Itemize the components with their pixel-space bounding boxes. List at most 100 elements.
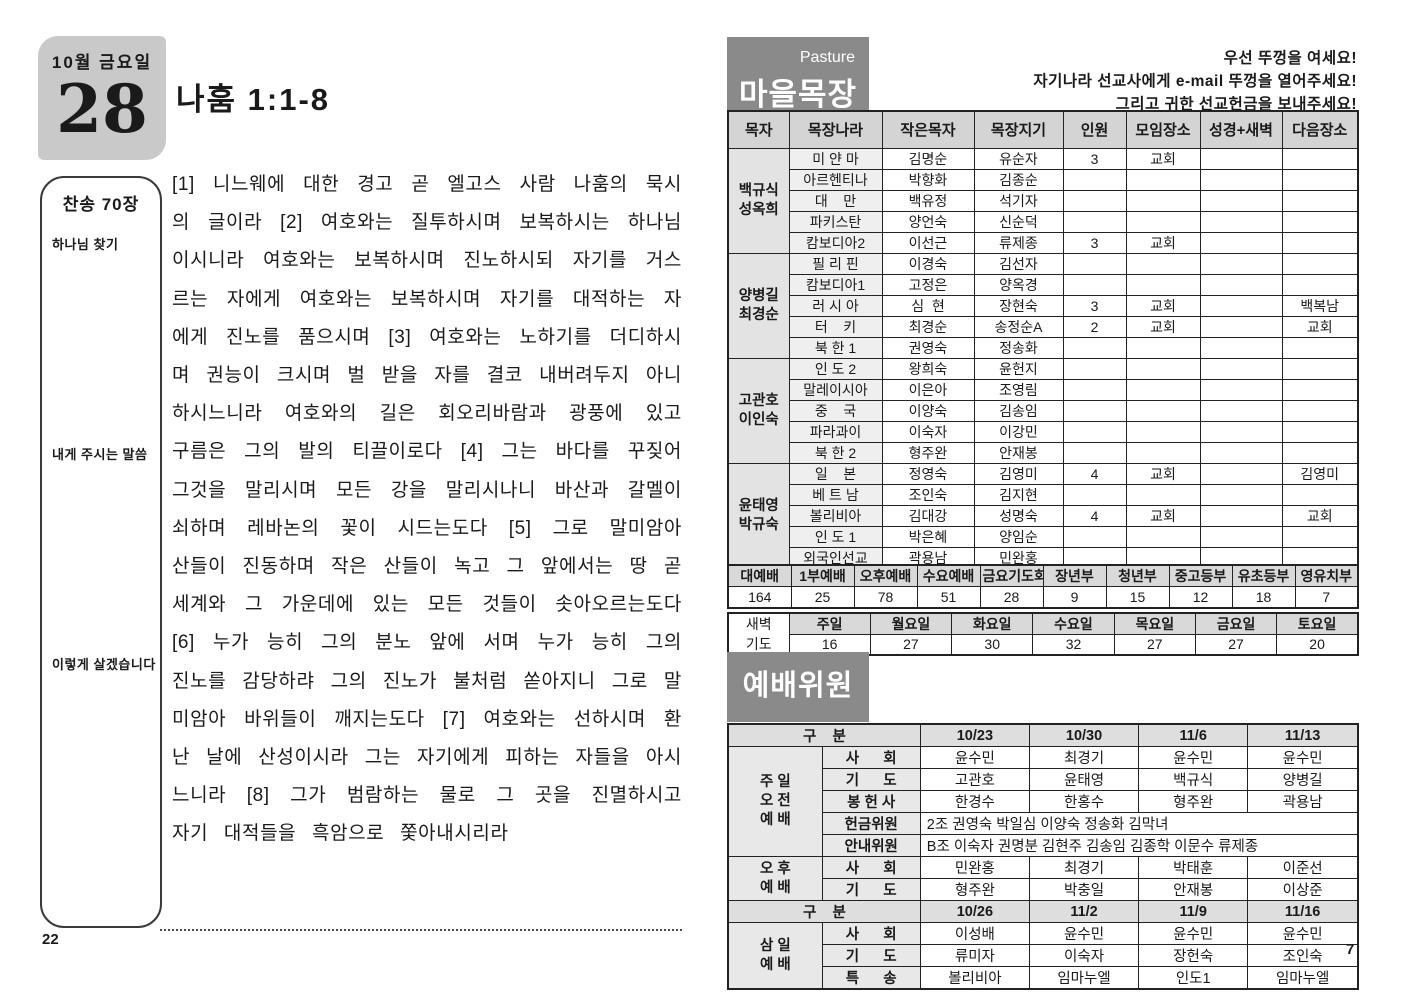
member-count-cell [1062,210,1127,233]
dawn-label-line: 새벽 [745,615,772,632]
sidebar-item-word-given: 내게 주시는 말씀 [52,447,148,462]
next-place-cell: 김영미 [1281,462,1359,485]
meeting-place-cell [1125,378,1201,401]
worship-title: 예배위원 [742,670,854,702]
worship-role-cell: 특 송 [821,966,921,990]
page-number-right: 7 [1346,941,1355,958]
worship-role-cell: 안내위원 [821,834,921,857]
worship-person-cell: 한홍수 [1028,790,1140,813]
meeting-place-cell [1125,210,1201,233]
pasture-country-cell: 대 만 [788,189,883,212]
pasture-country-cell: 캄보디아2 [788,231,883,254]
member-count-cell: 3 [1062,294,1127,317]
member-count-cell [1062,357,1127,380]
pasture-country-cell: 아르헨티나 [788,168,883,191]
meeting-place-cell: 교회 [1125,294,1201,317]
pasture-country-cell: 일 본 [788,462,883,485]
member-count-cell [1062,420,1127,443]
service-label-line: 오 전 [759,793,791,809]
next-place-cell [1281,399,1359,422]
worship-person-cell: 고관호 [919,768,1030,791]
worship-person-cell: 양병길 [1247,768,1359,791]
next-place-cell [1281,210,1359,233]
pasture-row: 파키스탄 양언숙 신순덕 [728,210,1359,233]
small-shepherd-cell: 최경순 [881,315,975,338]
worship-date-cell: 10/23 [919,723,1030,747]
pasture-keeper-cell: 조영림 [973,378,1064,401]
attendance-header-cell: 장년부 [1042,564,1107,587]
member-count-cell [1062,483,1127,506]
worship-person-cell: 윤수민 [1138,746,1249,769]
pasture-country-cell: 말레이시아 [788,378,883,401]
pasture-row: 대 만 백유정 석기자 [728,189,1359,212]
shepherd-name: 고관호 [738,392,779,409]
pasture-table: 목자 목장나라 작은목자 목장지기 인원 모임장소 성경+새벽 다음장소 백규식 성옥희 미 얀 … [727,110,1359,570]
dawn-day-header: 토요일 [1276,612,1359,635]
pasture-keeper-cell: 정송화 [973,336,1064,359]
next-place-cell [1281,525,1359,548]
member-count-cell: 3 [1062,147,1127,170]
mission-notice: 우선 뚜껑을 여세요! 자기나라 선교사에게 e-mail 뚜껑을 열어주세요!… [757,47,1357,116]
member-count-cell [1062,252,1127,275]
bible-dawn-cell [1199,315,1283,338]
next-place-cell [1281,252,1359,275]
worship-person-cell: 윤태영 [1028,768,1140,791]
bible-dawn-cell [1199,441,1283,464]
shepherd-couple-cell: 양병길 최경순 [727,252,790,359]
worship-role-cell: 사 회 [821,746,921,769]
meeting-place-cell: 교회 [1125,504,1201,527]
attendance-value-cell: 78 [853,586,918,608]
shepherd-name: 백규식 [738,182,779,199]
bible-dawn-cell [1199,357,1283,380]
small-shepherd-cell: 조인숙 [881,483,975,506]
bible-dawn-cell [1199,168,1283,191]
worship-person-cell: 이상준 [1247,878,1359,901]
meeting-place-cell [1125,168,1201,191]
service-label-line: 주 일 [759,774,791,790]
bible-dawn-cell [1199,252,1283,275]
date-month-weekday: 10월 금요일 [51,53,153,72]
worship-header-box: 예배위원 [727,652,869,722]
meeting-place-cell [1125,189,1201,212]
attendance-value-row: 164 25 78 51 28 9 15 12 18 7 [727,586,1359,608]
attendance-table: 대예배 1부예배 오후예배 수요예배 금요기도회 장년부 청년부 중고등부 유초등부 영유치부 16… [727,564,1359,609]
pasture-column-header: 다음장소 [1281,110,1359,149]
meeting-place-cell [1125,483,1201,506]
service-label-line: 예 배 [759,956,791,973]
pasture-title: 마을목장 [738,77,858,112]
shepherd-name: 박규숙 [738,516,779,533]
pasture-country-cell: 필 리 핀 [788,252,883,275]
attendance-value-cell: 18 [1231,586,1296,608]
next-place-cell [1281,273,1359,296]
small-shepherd-cell: 이선근 [881,231,975,254]
pasture-keeper-cell: 이강민 [973,420,1064,443]
attendance-header-cell: 금요기도회 [979,564,1044,587]
shepherd-name: 최경순 [738,306,779,323]
dawn-header-row: 새벽 기도 주일 월요일 화요일 수요일 목요일 금요일 토요일 [727,612,1359,656]
pasture-keeper-cell: 신순덕 [973,210,1064,233]
member-count-cell: 4 [1062,504,1127,527]
meeting-place-cell: 교회 [1125,462,1201,485]
worship-date-cell: 11/2 [1028,900,1140,923]
small-shepherd-cell: 박은혜 [881,525,975,548]
next-place-cell [1281,483,1359,506]
worship-row: 기 도 형주완 박충일 안재봉 이상준 [728,878,1359,901]
worship-date-cell: 10/30 [1028,723,1140,747]
worship-row: 안내위원 B조 이숙자 권명분 김현주 김송임 김종학 이문수 류제종 [728,834,1359,857]
shepherd-name: 성옥희 [738,201,779,218]
pasture-column-header: 목자 [727,110,790,149]
worship-person-cell: 윤수민 [1247,746,1359,769]
pasture-row: 캄보디아1 고정은 양옥경 [728,273,1359,296]
next-place-cell: 교회 [1281,315,1359,338]
dawn-day-header: 월요일 [869,612,953,635]
pasture-row: 북 한 1 권영숙 정송화 [728,336,1359,359]
small-shepherd-cell: 권영숙 [881,336,975,359]
page-number-left: 22 [42,931,59,948]
dawn-prayer-label: 새벽 기도 [727,612,790,656]
bible-dawn-cell [1199,378,1283,401]
meeting-place-cell [1125,399,1201,422]
attendance-value-cell: 25 [790,586,855,608]
